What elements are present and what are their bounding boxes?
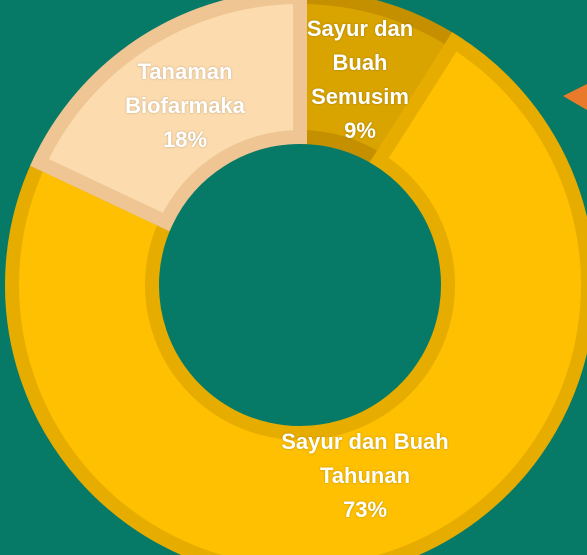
donut-slice: [5, 32, 587, 555]
value-label: 18%: [162, 127, 208, 152]
category-label: Sayur dan Buah Semusim: [306, 16, 414, 109]
category-label: Sayur dan Buah Tahunan: [281, 429, 449, 488]
decor-triangle: [563, 84, 587, 110]
category-label: Tanaman Biofarmaka: [125, 59, 245, 118]
value-label: 9%: [344, 118, 376, 143]
donut-slice: [30, 0, 307, 232]
value-label: 73%: [342, 497, 388, 522]
slice-label: Sayur dan Buah Semusim 9%: [290, 12, 430, 148]
slice-label: Tanaman Biofarmaka 18%: [105, 55, 265, 157]
slice-label: Sayur dan Buah Tahunan 73%: [255, 425, 475, 527]
